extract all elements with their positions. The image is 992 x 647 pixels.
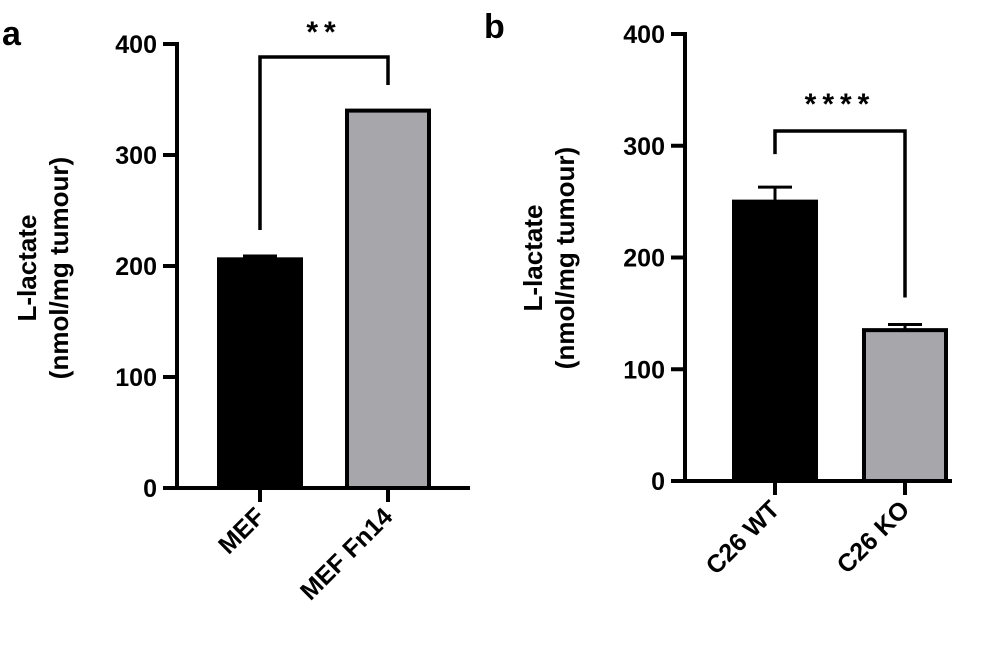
y-tick-label: 100 <box>115 364 157 392</box>
y-tick-label: 200 <box>623 245 665 273</box>
y-tick-label: 0 <box>143 475 157 503</box>
panel-b: b L-lactate (nmol/mg tumour) 0 100 200 300 4… <box>484 8 952 580</box>
plot-area-b: 0 100 200 300 400 C26 WT C26 KO **** <box>623 21 952 580</box>
y-axis-title-a: L-lactate (nmol/mg tumour) <box>12 157 74 379</box>
significance-bracket <box>258 55 390 230</box>
y-axis-title-line2-b: (nmol/mg tumour) <box>550 147 580 369</box>
bar-c26-wt <box>732 199 818 483</box>
x-category-label: C26 WT <box>701 495 786 580</box>
bar-mef <box>217 257 303 490</box>
y-tick-label: 100 <box>623 356 665 384</box>
bar-c26-ko <box>862 328 948 484</box>
panel-label-a: a <box>2 15 22 53</box>
plot-area-a: 0 100 200 300 400 MEF MEF Fn14 ** <box>115 16 470 606</box>
y-axis-title-line1-b: L-lactate <box>518 205 548 312</box>
y-tick-label: 0 <box>651 468 665 496</box>
y-axis-title-b: L-lactate (nmol/mg tumour) <box>518 147 580 369</box>
y-tick-label: 300 <box>115 142 157 170</box>
x-category-label: C26 KO <box>832 495 916 579</box>
y-axis-title-line2-a: (nmol/mg tumour) <box>44 157 74 379</box>
bar-mef-fn14 <box>345 108 431 490</box>
significance-label: ** <box>306 16 341 49</box>
significance-label: **** <box>805 88 876 121</box>
y-axis-title-line1-a: L-lactate <box>12 215 42 322</box>
x-category-label: MEF <box>213 502 270 559</box>
significance-bracket <box>773 129 907 298</box>
y-tick-label: 300 <box>623 133 665 161</box>
y-tick-label: 400 <box>115 31 157 59</box>
x-category-label: MEF Fn14 <box>295 502 398 605</box>
panel-label-b: b <box>484 8 505 46</box>
y-tick-label: 200 <box>115 253 157 281</box>
y-tick-label: 400 <box>623 21 665 49</box>
panel-a: a L-lactate (nmol/mg tumour) 0 100 200 300 4… <box>2 15 470 606</box>
